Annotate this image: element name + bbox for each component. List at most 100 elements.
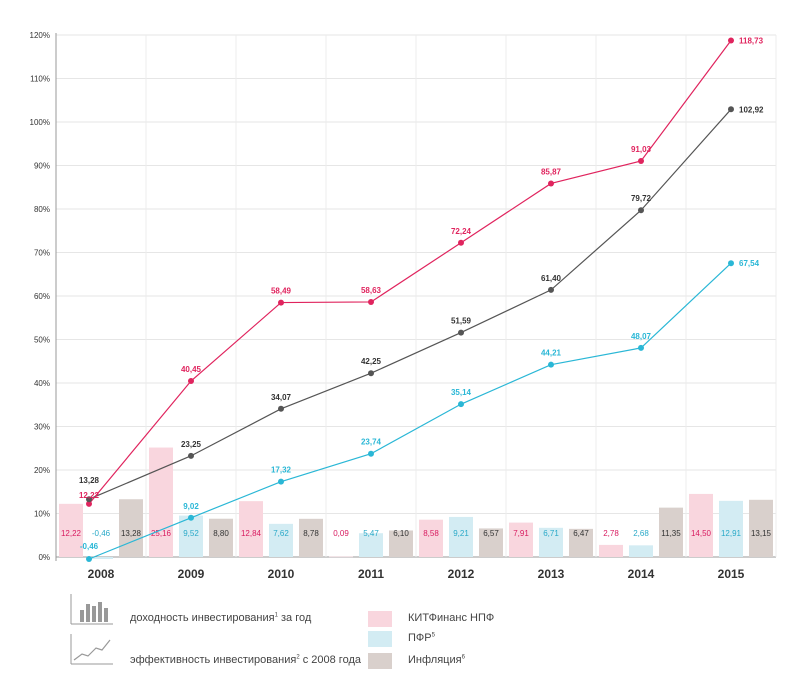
bar [719, 500, 743, 557]
data-point [728, 260, 734, 267]
line-label: 67,54 [739, 259, 760, 268]
bar-label: 6,71 [543, 529, 559, 538]
line-label: 13,28 [79, 476, 100, 485]
legend-pfr-swatch [368, 631, 392, 647]
bar-label: 25,16 [151, 529, 172, 538]
line-label: 118,73 [739, 37, 764, 46]
data-point [368, 450, 374, 457]
line-label: 34,07 [271, 393, 292, 402]
bar-label: 6,57 [483, 529, 499, 538]
y-tick-label: 50% [34, 336, 50, 345]
data-point [638, 207, 644, 214]
bar [539, 527, 563, 557]
data-point [728, 37, 734, 44]
bar [449, 516, 473, 557]
bar [599, 544, 623, 557]
data-point [278, 299, 284, 306]
bars [59, 447, 773, 560]
line-label: 79,72 [631, 194, 652, 203]
bar [299, 518, 323, 557]
line-label: 102,92 [739, 105, 764, 114]
bar-label: 8,58 [423, 529, 439, 538]
bar [59, 503, 83, 557]
y-tick-label: 10% [34, 510, 50, 519]
bar [119, 499, 143, 557]
bar [689, 493, 713, 557]
bar [359, 533, 383, 557]
y-tick-label: 30% [34, 423, 50, 432]
line-label: 51,59 [451, 317, 472, 326]
legend-bars-label: доходность инвестирования1 за год [130, 612, 312, 624]
bar-label: 14,50 [691, 529, 712, 538]
bar [89, 557, 113, 560]
x-tick-label: 2010 [268, 567, 295, 581]
data-point [548, 361, 554, 368]
bar [659, 507, 683, 557]
bar-label: 2,78 [603, 529, 619, 538]
data-point [188, 514, 194, 521]
data-point [86, 500, 92, 507]
bar [509, 522, 533, 557]
bar-label: 13,15 [751, 529, 772, 538]
y-tick-label: 0% [38, 553, 50, 562]
bar [209, 518, 233, 557]
y-tick-label: 20% [34, 466, 50, 475]
data-point [548, 180, 554, 187]
bar-label: 12,84 [241, 529, 262, 538]
bar [239, 501, 263, 557]
data-point [728, 106, 734, 113]
x-tick-label: 2013 [538, 567, 565, 581]
line-label: 9,02 [183, 502, 199, 511]
line-label: 48,07 [631, 332, 652, 341]
data-point [188, 452, 194, 459]
line-label: 23,25 [181, 440, 202, 449]
y-tick-label: 100% [30, 118, 50, 127]
line-label: 58,63 [361, 286, 382, 295]
bar [389, 530, 413, 557]
bar [419, 519, 443, 557]
bar-label: 12,22 [61, 529, 82, 538]
x-tick-label: 2009 [178, 567, 205, 581]
bar-label: 0,09 [333, 529, 349, 538]
bar [269, 523, 293, 557]
line-label: 35,14 [451, 388, 472, 397]
legend-pfr-label: ПФР5 [408, 632, 435, 644]
lines [88, 40, 732, 560]
legend-inflation-swatch [368, 653, 392, 669]
bar-labels: 12,22 25,16 12,84 0,09 8,58 7,91 2,78 14,50 -0,4… [61, 529, 772, 538]
axes: 0% 10% 20% 30% 40% 50% 60% 70% 80% 90% 100% 110% 120… [30, 31, 745, 581]
y-tick-label: 120% [30, 31, 50, 40]
line-label: 40,45 [181, 365, 202, 374]
bar [749, 499, 773, 557]
bar-label: 12,91 [721, 529, 742, 538]
legend-inflation-label: Инфляция6 [408, 654, 465, 666]
x-tick-label: 2015 [718, 567, 745, 581]
data-point [188, 378, 194, 385]
line-label: 17,32 [271, 466, 292, 475]
legend-kit-label: КИТФинанс НПФ [408, 612, 495, 624]
bar-label: 8,80 [213, 529, 229, 538]
line-label: 58,49 [271, 287, 292, 296]
y-tick-label: 90% [34, 162, 50, 171]
line-label: -0,46 [80, 542, 99, 551]
data-point [368, 298, 374, 305]
bar-label: 7,91 [513, 529, 529, 538]
line-label: 42,25 [361, 357, 382, 366]
bar-chart-icon [70, 594, 113, 625]
bar-label: 8,78 [303, 529, 319, 538]
data-point [278, 478, 284, 485]
bar [329, 556, 353, 558]
legend-lines-label: эффективность инвестирования2 с 2008 год… [130, 654, 361, 666]
bar [149, 447, 173, 557]
line-labels: 12,22 40,45 58,49 58,63 72,24 85,87 91,03 118,7… [79, 37, 764, 551]
data-point [548, 286, 554, 293]
line-chart-icon [70, 634, 113, 665]
bar [179, 515, 203, 557]
series-line [88, 108, 732, 500]
bar-label: 13,28 [121, 529, 142, 538]
bar [479, 528, 503, 557]
data-point [86, 556, 92, 563]
series-line [88, 262, 732, 560]
y-tick-label: 80% [34, 205, 50, 214]
line-label: 61,40 [541, 274, 562, 283]
